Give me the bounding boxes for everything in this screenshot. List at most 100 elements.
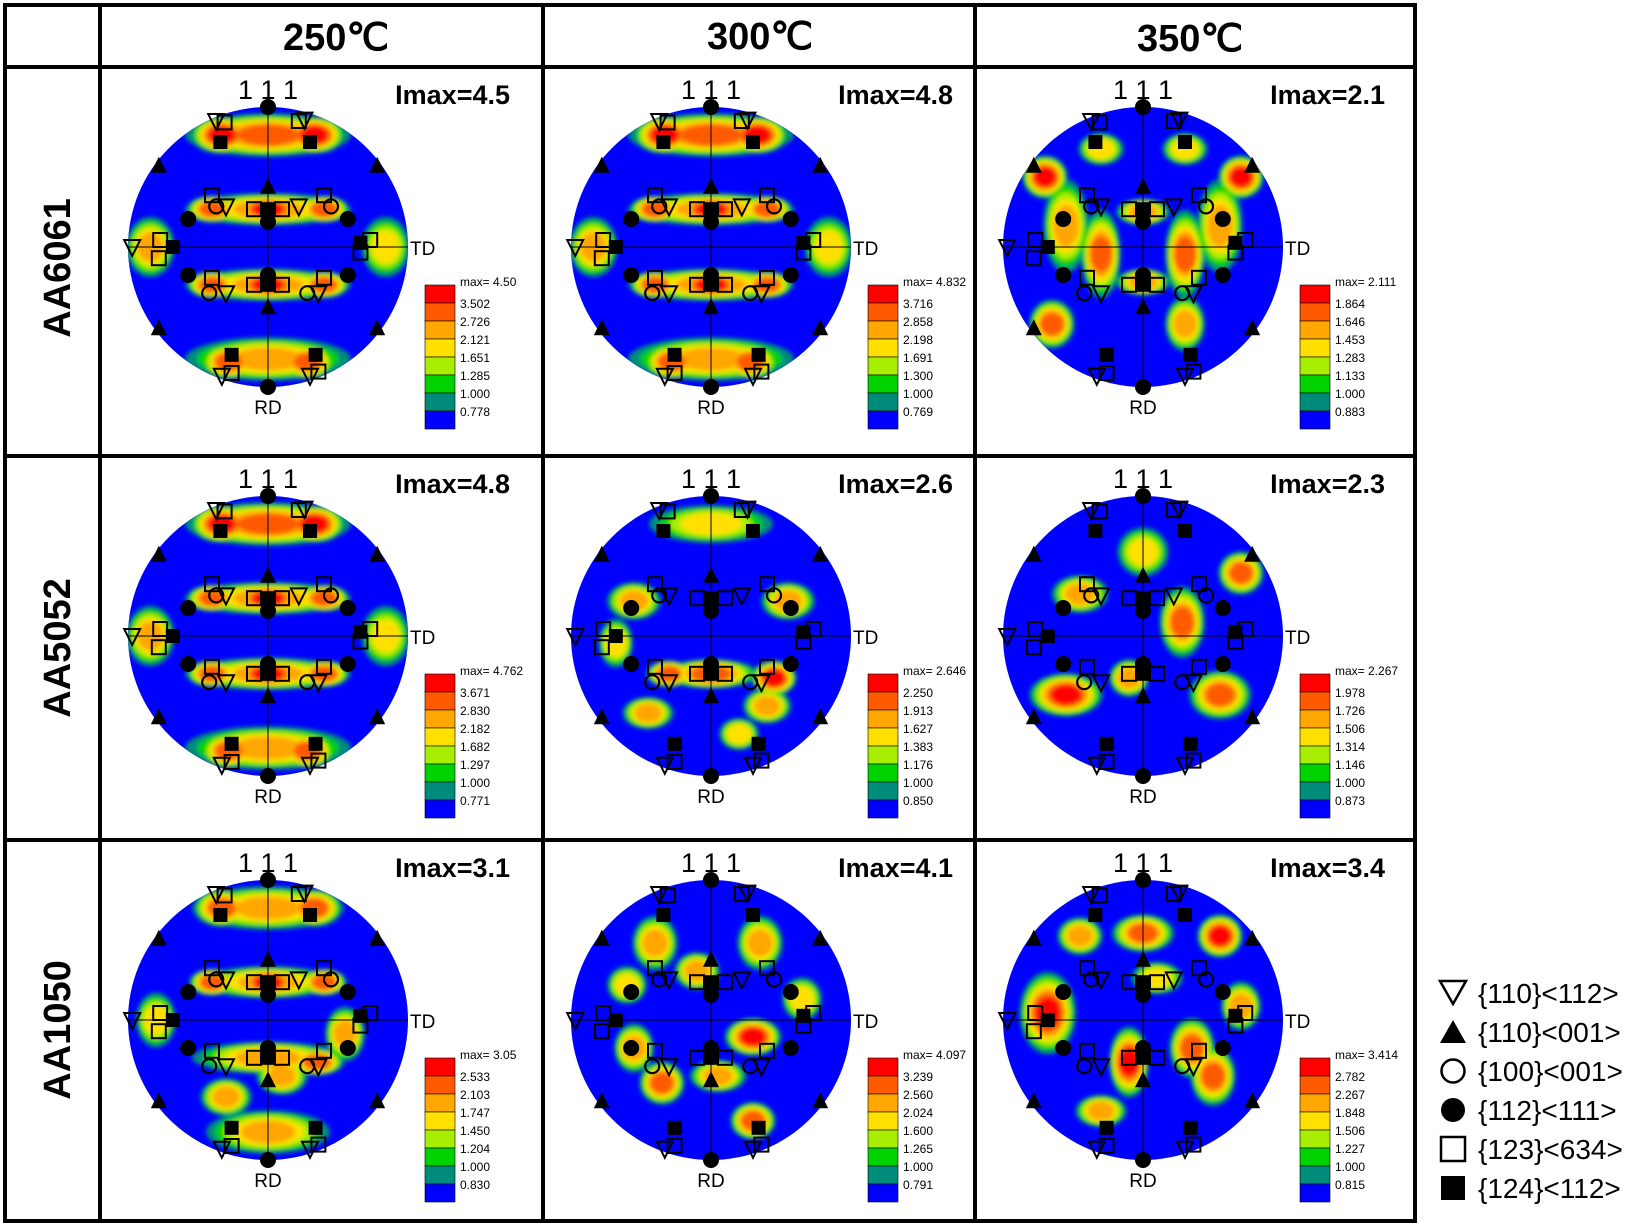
square-filled-icon	[1099, 1120, 1114, 1135]
square-filled-icon	[667, 1120, 682, 1135]
colorbar-tick-label: 1.453	[1335, 333, 1365, 347]
triangle-down-open-icon	[216, 971, 236, 991]
square-open-icon	[290, 886, 307, 902]
square-open-icon	[223, 754, 240, 770]
square-filled-icon	[1183, 1120, 1198, 1135]
circle-filled-icon	[1055, 1040, 1072, 1056]
square-open-icon	[1191, 269, 1207, 286]
circle-filled-icon	[623, 267, 640, 283]
triangle-down-open-icon	[1175, 756, 1195, 777]
triangle-up-filled-icon	[1244, 708, 1261, 725]
imax-label: Imax=3.1	[395, 853, 510, 883]
colorbar-tick-label: max= 2.646	[903, 664, 966, 678]
contour-blob	[1173, 310, 1197, 338]
triangle-down-open-icon	[212, 756, 232, 777]
triangle-up-filled-icon	[260, 1071, 276, 1088]
circle-filled-icon	[260, 1152, 276, 1168]
triangle-up-filled-icon	[593, 319, 610, 336]
contour-blob	[1040, 312, 1064, 336]
square-open-icon	[659, 503, 676, 520]
contour-blob	[1205, 683, 1235, 707]
square-filled-icon	[704, 975, 718, 990]
square-open-icon	[733, 886, 750, 902]
triangle-down-open-icon	[289, 971, 309, 991]
circle-filled-icon	[339, 211, 356, 227]
triangle-up-filled-icon	[260, 566, 276, 583]
square-filled-icon	[1136, 591, 1150, 606]
colorbar-tick-label: 1.506	[1335, 1124, 1365, 1138]
triangle-up-filled-icon	[703, 687, 719, 704]
circle-filled-icon	[260, 267, 276, 283]
triangle-up-filled-icon	[1025, 929, 1042, 946]
rd-label: RD	[697, 787, 724, 808]
colorbar-tick-label: 0.769	[903, 405, 933, 419]
triangle-up-filled-icon	[1244, 156, 1261, 173]
colorbar: max= 3.414 2.782 2.267 1.848 1.506 1.227 1.000…	[1299, 1048, 1398, 1203]
pole-figure-panel-0-1: 1 1 1 RD TD Imax=4.8 max= 4.832 3.716 2.858 2.1…	[565, 75, 966, 430]
colorbar-tick-label: 1.691	[903, 351, 933, 365]
colorbar-tick-label: 0.778	[460, 405, 490, 419]
colorbar-swatch	[867, 320, 899, 340]
colorbar-swatch	[424, 1129, 456, 1149]
colorbar-swatch	[1299, 1075, 1331, 1095]
triangle-down-open-icon	[565, 1012, 585, 1032]
circle-filled-icon	[782, 267, 799, 283]
td-label: TD	[853, 239, 878, 260]
colorbar-tick-label: 1.000	[1335, 776, 1365, 790]
colorbar-tick-label: 1.646	[1335, 315, 1365, 329]
colorbar-swatch	[1299, 284, 1331, 304]
square-filled-icon	[303, 524, 317, 538]
circle-filled-icon	[260, 872, 276, 888]
triangle-down-open-icon	[1183, 285, 1204, 305]
imax-label: Imax=4.5	[395, 80, 510, 110]
square-open-icon	[316, 269, 332, 286]
circle-filled-icon	[703, 986, 719, 1003]
legend-item-110-001: {110}<001>	[1440, 1017, 1621, 1048]
triangle-up-filled-icon	[369, 319, 386, 336]
colorbar-swatch	[424, 1147, 456, 1167]
colorbar-swatch	[424, 1093, 456, 1113]
colorbar-swatch	[424, 1183, 456, 1203]
square-filled-icon	[165, 240, 180, 254]
colorbar-tick-label: 0.883	[1335, 405, 1365, 419]
square-open-icon	[316, 658, 332, 675]
colorbar-tick-label: 3.239	[903, 1070, 933, 1084]
square-open-icon	[759, 576, 775, 593]
square-open-icon	[753, 363, 770, 380]
square-filled-icon	[213, 135, 228, 149]
square-open-icon	[316, 1042, 332, 1059]
colorbar-tick-label: 2.533	[460, 1070, 490, 1084]
square-open-icon	[1025, 639, 1042, 656]
triangle-down-open-icon	[1091, 587, 1111, 607]
circle-open-icon	[1197, 198, 1215, 215]
circle-open-icon	[651, 198, 668, 215]
triangle-down-open-icon	[1081, 502, 1101, 522]
colorbar-swatch	[424, 1075, 456, 1095]
square-open-icon	[733, 113, 750, 129]
legend-label-124-112: {124}<112>	[1478, 1173, 1621, 1204]
square-filled-icon	[667, 347, 682, 362]
colorbar-swatch	[867, 799, 899, 819]
triangle-down-open-icon	[1183, 1058, 1204, 1078]
colorbar-tick-label: 1.300	[903, 369, 933, 383]
triangle-up-filled-icon	[593, 156, 610, 173]
colorbar-tick-label: 2.121	[460, 333, 490, 347]
pole-label: 1 1 1	[681, 464, 741, 494]
triangle-up-filled-icon	[260, 298, 276, 315]
square-open-icon	[1191, 960, 1207, 977]
square-open-icon	[1098, 754, 1115, 770]
triangle-down-open-icon	[655, 367, 675, 388]
square-open-icon	[223, 1138, 240, 1154]
pole-label: 1 1 1	[1113, 75, 1173, 105]
circle-open-icon	[208, 971, 225, 988]
colorbar-swatch	[867, 1147, 899, 1167]
colorbar: max= 4.097 3.239 2.560 2.024 1.600 1.265 1.000…	[867, 1048, 966, 1203]
square-open-icon	[1191, 1042, 1207, 1059]
circle-filled-icon	[260, 488, 276, 504]
circle-filled-icon	[623, 656, 640, 672]
circle-filled-icon	[1135, 488, 1151, 504]
pole-figure-panel-1-1: 1 1 1 RD TD Imax=2.6 max= 2.646 2.250 1.913 1.6…	[565, 464, 966, 819]
square-open-icon	[216, 503, 233, 520]
circle-filled-icon	[260, 656, 276, 672]
triangle-down-open-icon	[751, 674, 772, 694]
